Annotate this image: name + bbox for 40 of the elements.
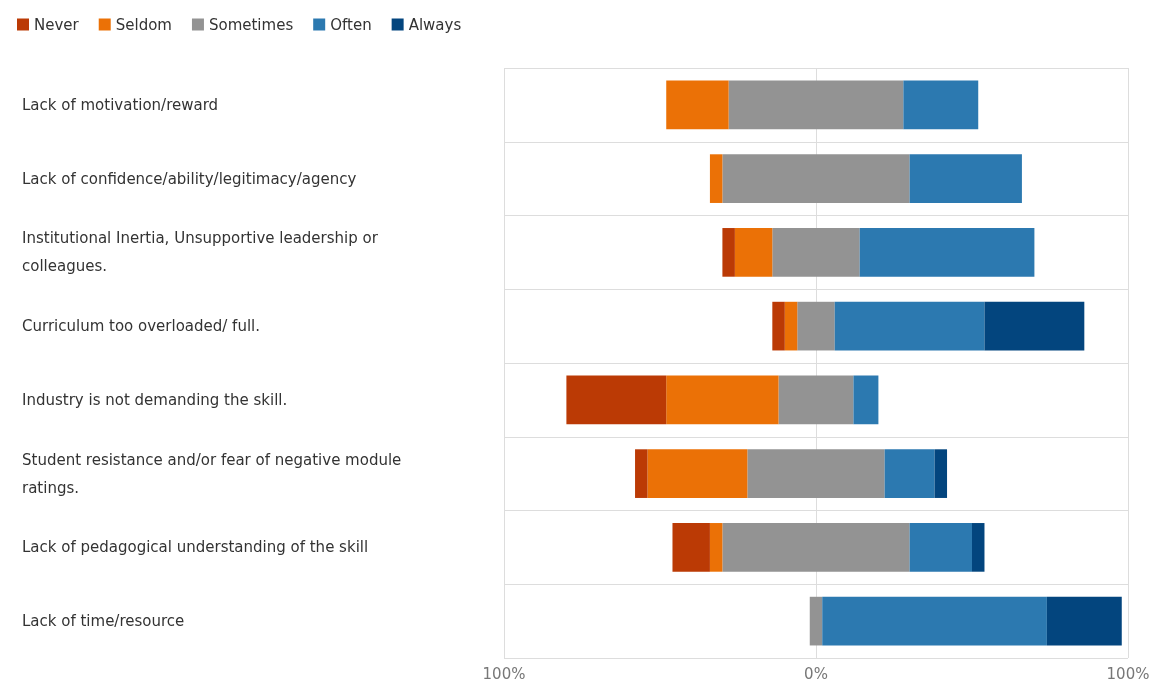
y-tick-label: Lack of motivation/reward — [22, 95, 219, 114]
x-tick-label: 100% — [482, 664, 526, 683]
bar — [722, 228, 735, 277]
x-tick-label: 100% — [1106, 664, 1150, 683]
bar — [859, 228, 1035, 277]
bar — [709, 523, 723, 572]
y-tick-label: Industry is not demanding the skill. — [22, 390, 288, 409]
bar — [822, 596, 1047, 646]
y-tick-label: Lack of confidence/ability/legitimacy/agency — [22, 169, 357, 188]
bar — [1046, 596, 1122, 646]
bar — [903, 80, 979, 130]
bar — [834, 301, 985, 351]
legend-label: Sometimes — [208, 15, 294, 34]
bar — [647, 449, 748, 498]
bar — [734, 228, 773, 277]
y-tick-label: Curriculum too overloaded/ full. — [22, 317, 261, 336]
bar — [972, 523, 985, 572]
bar — [884, 449, 935, 498]
legend-label: Always — [408, 15, 462, 34]
bar — [909, 523, 972, 572]
bar — [666, 80, 729, 130]
bar — [772, 301, 785, 351]
y-tick-label: Lack of pedagogical understanding of the skill — [22, 538, 369, 557]
x-tick-label: 0% — [804, 664, 828, 683]
legend-label: Seldom — [115, 15, 172, 34]
y-tick-label: Student resistance and/or fear of negative module ratings. — [22, 450, 407, 497]
bar — [784, 301, 798, 351]
bar — [709, 154, 723, 203]
legend-label: Often — [330, 15, 372, 34]
legend-label: Never — [34, 15, 80, 34]
y-tick-label: Institutional Inertia, Unsupportive leadership or colleagues. — [22, 229, 383, 276]
y-tick-label: Lack of time/resource — [22, 612, 185, 631]
bar — [934, 449, 948, 498]
bar — [666, 375, 779, 425]
bar — [566, 375, 667, 425]
bar — [853, 375, 879, 425]
bar — [635, 449, 648, 498]
bar — [672, 523, 710, 572]
bar — [909, 154, 1022, 203]
bar — [984, 301, 1085, 351]
